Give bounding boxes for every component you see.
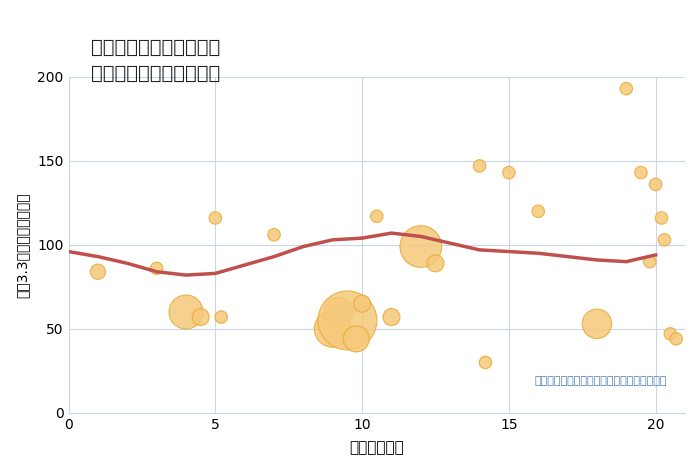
Point: [351, 335, 362, 343]
Point: [503, 169, 514, 176]
Point: [327, 325, 338, 333]
Point: [386, 313, 397, 321]
Point: [533, 207, 544, 215]
X-axis label: 駅距離（分）: 駅距離（分）: [349, 440, 404, 455]
Point: [665, 330, 676, 337]
Text: 神奈川県厚木市温水西の
駅距離別中古戸建て価格: 神奈川県厚木市温水西の 駅距離別中古戸建て価格: [91, 38, 220, 83]
Y-axis label: 坪（3.3㎡）単価（万円）: 坪（3.3㎡）単価（万円）: [15, 192, 29, 298]
Point: [644, 258, 655, 266]
Point: [181, 308, 192, 316]
Point: [621, 85, 632, 93]
Point: [480, 359, 491, 366]
Point: [671, 335, 682, 343]
Point: [656, 214, 667, 222]
Point: [415, 243, 426, 251]
Point: [268, 231, 279, 239]
Point: [430, 259, 441, 267]
Point: [195, 313, 206, 321]
Point: [333, 308, 344, 316]
Point: [216, 313, 227, 321]
Point: [92, 268, 104, 275]
Point: [356, 300, 368, 307]
Point: [650, 180, 662, 188]
Point: [474, 162, 485, 170]
Point: [210, 214, 221, 222]
Point: [151, 265, 162, 272]
Point: [636, 169, 647, 176]
Point: [342, 317, 353, 324]
Point: [371, 212, 382, 220]
Point: [659, 236, 670, 243]
Text: 円の大きさは、取引のあった物件面積を示す: 円の大きさは、取引のあった物件面積を示す: [534, 376, 666, 386]
Point: [592, 320, 603, 328]
